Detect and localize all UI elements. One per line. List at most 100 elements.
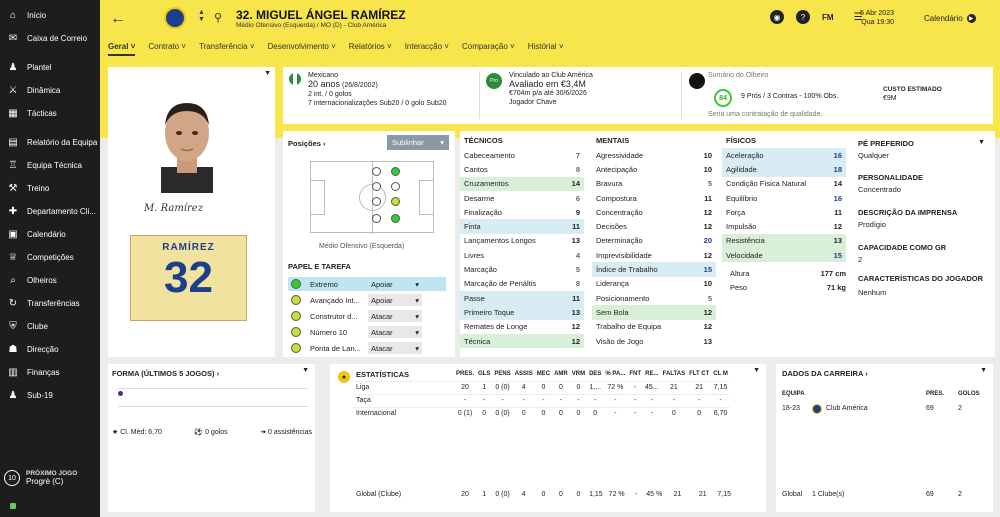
stats-header[interactable]: AMR [554,371,568,378]
highlight-dropdown[interactable]: Sublinhar ▾ [387,135,449,150]
club-icon[interactable]: ◉ [770,10,784,24]
sidebar-item-10[interactable]: ♕ Competições [0,246,100,269]
form-title[interactable]: FORMA (ÚLTIMOS 5 JOGOS) › [112,369,220,378]
stats-cell: - [711,393,730,407]
chevron-down-icon[interactable]: ▼ [980,367,987,374]
career-club[interactable]: Club América [826,405,868,412]
positions-title[interactable]: Posições › [288,139,326,148]
stats-competition: Internacional [354,406,454,420]
club-line: Vinculado ao Club América [509,72,593,79]
tab-6[interactable]: Comparação ˅ [462,42,515,56]
sidebar-item-9[interactable]: ▣ Calendário [0,223,100,246]
attribute-row: Posicionamento 5 [592,291,716,305]
help-icon[interactable]: ? [796,10,810,24]
chevron-down-icon[interactable]: ▼ [302,367,309,374]
sidebar-item-label: Clube [27,322,48,331]
stats-header[interactable]: ASSIS [514,371,533,378]
stats-header[interactable]: MEC [536,371,551,378]
duty-dropdown[interactable]: Atacar ▾ [368,326,422,338]
highlight-label: Sublinhar [392,138,424,147]
stats-header[interactable]: CL M [713,371,728,378]
sidebar-item-0[interactable]: ⌂ Início [0,4,100,27]
sidebar-item-3[interactable]: ⚔ Dinâmica [0,79,100,102]
stats-header[interactable]: DES [589,371,602,378]
attribute-name: Sem Bola [596,307,629,317]
next-match[interactable]: 10 PRÓXIMO JOGO Progrè (C) [4,470,77,486]
gk-value: 2 [858,255,863,264]
stats-title[interactable]: ESTATÍSTICAS [354,368,454,381]
role-row[interactable]: Número 10 Atacar ▾ [288,325,446,339]
duty-label: Atacar [371,312,393,321]
stats-header[interactable]: GLS [478,371,491,378]
stats-cell: 4 [512,380,535,394]
sidebar-item-7[interactable]: ⚒ Treino [0,177,100,200]
stats-header[interactable]: PENS [494,371,511,378]
sidebar-item-16[interactable]: ♟ Sub-19 [0,384,100,407]
prev-next-player-icon[interactable]: ▲ ▼ [198,9,205,23]
tab-5[interactable]: Interacção ˅ [405,42,449,56]
sidebar-item-13[interactable]: ⛨ Clube [0,315,100,338]
sidebar-items: ⌂ Início ✉ Caixa de Correio ♟ Plantel ⚔ Dinâmic… [0,0,100,407]
duty-dropdown[interactable]: Atacar ▾ [368,342,422,354]
sidebar-item-8[interactable]: ✚ Departamento Cli... [0,200,100,223]
duty-dropdown[interactable]: Apoiar ▾ [368,294,422,306]
chevron-down-icon: ˅ [507,42,515,51]
stats-header[interactable]: RE... [645,371,659,378]
club-america-logo[interactable] [164,7,186,29]
sidebar-item-6[interactable]: ♖ Equipa Técnica [0,154,100,177]
back-arrow-icon[interactable]: ← [110,10,126,27]
sidebar-item-label: Início [27,11,47,20]
goals-header: GOLOS [958,391,980,397]
hamburger-icon[interactable]: ☰ [853,11,863,23]
search-icon[interactable]: ⚲ [214,12,223,24]
chevron-down-icon[interactable]: ▼ [978,139,985,146]
squad-icon: ♟ [8,62,18,73]
tab-4[interactable]: Relatórios ˅ [349,42,392,56]
technical-title: TÉCNICOS [464,136,503,145]
stats-cell: 1 [482,491,487,498]
duty-dropdown[interactable]: Apoiar ▾ [368,278,422,290]
tab-3[interactable]: Desenvolvimento ˅ [268,42,336,56]
sidebar-item-5[interactable]: ▤ Relatório da Equipa [0,131,100,154]
sidebar-item-15[interactable]: ▥ Finanças [0,361,100,384]
chevron-down-icon[interactable]: ▼ [753,367,760,374]
info-card: Mexicano 20 anos (26/8/2002) 2 int. / 0 … [283,67,993,124]
role-row[interactable]: Ponta de Lan... Atacar ▾ [288,341,446,355]
attribute-row: Técnica 12 [460,333,584,349]
role-row[interactable]: Extremo Apoiar ▾ [288,277,446,291]
tab-2[interactable]: Transferência ˅ [199,42,255,56]
tab-1[interactable]: Contrato ˅ [148,42,186,56]
board-icon: ☗ [8,344,18,355]
positions-title-text: Posições [288,139,321,148]
attribute-name: Lançamentos Longos [464,236,536,246]
sidebar-item-1[interactable]: ✉ Caixa de Correio [0,27,100,50]
attribute-value: 7 [575,150,580,160]
career-title[interactable]: DADOS DA CARREIRA › [782,369,868,378]
chevron-down-icon[interactable]: ▼ [264,70,271,77]
sidebar-item-11[interactable]: ⌕ Olheiros [0,269,100,292]
duty-dropdown[interactable]: Atacar ▾ [368,310,422,322]
stats-cell: 72 % [608,491,625,498]
chevron-down-icon: ˅ [128,42,136,51]
stats-header[interactable]: FLT CT [689,371,710,378]
stats-cell: 1 [476,380,493,394]
stats-header[interactable]: VRM [571,371,586,378]
stats-header[interactable]: % PA... [605,371,626,378]
stats-header[interactable]: PRES. [456,371,475,378]
dynamics-icon: ⚔ [8,85,18,96]
role-row[interactable]: Avançado Int... Apoiar ▾ [288,293,446,307]
sidebar-item-12[interactable]: ↻ Transferências [0,292,100,315]
tab-0[interactable]: Geral ˅ [108,42,136,56]
attribute-value: 5 [575,265,580,275]
sidebar-item-14[interactable]: ☗ Direcção [0,338,100,361]
stats-header[interactable]: FNT [629,371,641,378]
stats-header[interactable]: FALTAS [662,371,686,378]
role-row[interactable]: Construtor d... Atacar ▾ [288,309,446,323]
fm-menu[interactable]: FM [822,12,834,22]
tab-7[interactable]: Histórial ˅ [528,42,564,56]
calendar-button[interactable]: Calendário ▶ [924,14,976,23]
sidebar-item-2[interactable]: ♟ Plantel [0,56,100,79]
attribute-row: Velocidade 15 [722,248,846,263]
stats-cell: 0 [576,491,581,498]
sidebar-item-4[interactable]: ▦ Tácticas [0,102,100,125]
